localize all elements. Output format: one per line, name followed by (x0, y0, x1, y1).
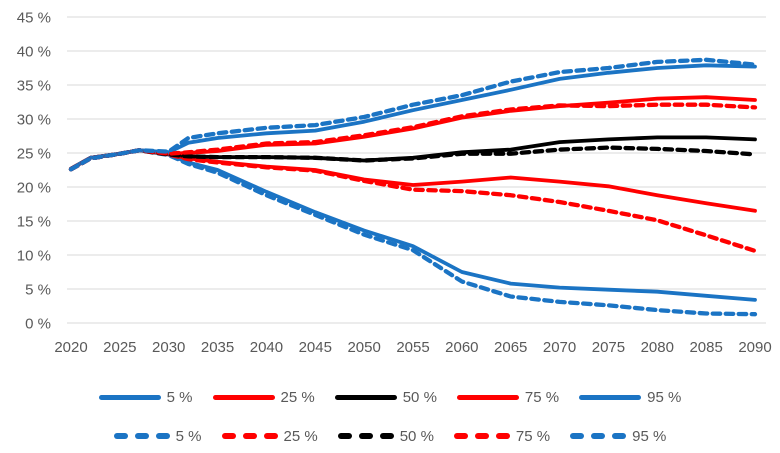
series-line-solid-5pct (69, 148, 757, 302)
y-axis-tick-label: 35 % (17, 78, 51, 95)
legend-dash-segment (242, 433, 257, 439)
legend-solid-line-sample (98, 394, 161, 400)
series-line-dashed-25pct (68, 148, 758, 254)
legend-dashed-line-sample (453, 433, 510, 439)
legend-label: 5 % (175, 427, 202, 445)
legend-label: 25 % (283, 427, 318, 445)
legend-item-solid-25pct: 25 % (212, 388, 315, 406)
legend-item-solid-50pct: 50 % (334, 388, 437, 406)
legend-item-dashed-75pct: 75 % (453, 427, 551, 445)
legend-dash-segment (134, 433, 149, 439)
legend-row-solid: 5 % 25 % 50 % 75 % 95 % (0, 382, 780, 412)
x-axis-tick-label: 2035 (201, 339, 234, 356)
legend-dashed-line-sample (221, 433, 278, 439)
y-axis-tick-label: 0 % (25, 316, 51, 333)
legend-item-dashed-5pct: 5 % (113, 427, 202, 445)
legend-item-dashed-95pct: 95 % (570, 428, 666, 445)
legend-dash-segment (612, 433, 627, 439)
legend-solid-line-sample (212, 394, 275, 400)
x-axis-tick-label: 2060 (445, 339, 478, 356)
y-axis-tick-label: 40 % (17, 44, 51, 61)
legend-dash-segment (495, 433, 510, 439)
fan-chart-plot: 0 % 5 % 10 % 15 % 20 % 25 % 30 % 35 % 40 % 45 % 20… (17, 10, 772, 357)
legend-row-dashed: 5 % 25 % 50 % 75 % 95 % (0, 421, 780, 451)
legend-dash-segment (155, 433, 170, 439)
legend-label: 50 % (402, 388, 437, 406)
x-axis-tick-label: 2090 (738, 339, 771, 356)
legend-dash-segment (263, 433, 278, 439)
legend-dash-segment (337, 433, 352, 439)
x-axis-tick-label: 2085 (689, 339, 722, 356)
legend-item-dashed-50pct: 50 % (337, 427, 434, 445)
y-axis-tick-label: 30 % (17, 112, 51, 129)
y-axis-tick-label: 15 % (17, 214, 51, 231)
legend-dash-segment (570, 433, 585, 439)
y-axis-tick-label: 45 % (17, 10, 51, 27)
legend-label: 95 % (632, 427, 667, 445)
x-axis-tick-label: 2055 (396, 339, 429, 356)
x-axis-tick-label: 2070 (543, 339, 576, 356)
legend-label: 75 % (515, 427, 551, 445)
legend-item-solid-95pct: 95 % (579, 389, 681, 406)
legend-solid-line-sample (456, 394, 519, 400)
series-line-dashed-95pct (68, 57, 758, 172)
legend-dashed-line-sample (570, 433, 627, 439)
legend-label: 50 % (399, 427, 434, 445)
x-axis-tick-label: 2030 (152, 339, 185, 356)
legend-dash-segment (453, 433, 468, 439)
legend-dashed-line-sample (113, 433, 170, 439)
legend-label: 5 % (166, 388, 193, 406)
chart-legend: 5 % 25 % 50 % 75 % 95 % 5 % 25 % 50 % 75 % 95 % (0, 382, 780, 451)
legend-label: 25 % (280, 388, 315, 406)
legend-dash-segment (474, 433, 489, 439)
x-axis-tick-label: 2025 (103, 339, 136, 356)
x-axis-tick-label: 2045 (299, 339, 332, 356)
y-axis-tick-label: 25 % (17, 146, 51, 163)
legend-dash-segment (358, 433, 373, 439)
x-axis-tick-label: 2080 (641, 339, 674, 356)
legend-dashed-line-sample (337, 433, 394, 439)
legend-label: 95 % (647, 388, 682, 406)
x-axis-tick-label: 2040 (250, 339, 283, 356)
y-axis-tick-label: 10 % (17, 248, 51, 265)
legend-dash-segment (379, 433, 394, 439)
legend-item-solid-75pct: 75 % (456, 388, 560, 406)
x-axis-tick-label: 2065 (494, 339, 527, 356)
x-axis-tick-label: 2075 (592, 339, 625, 356)
y-axis-tick-label: 20 % (17, 180, 51, 197)
legend-label: 75 % (524, 388, 560, 406)
x-axis-tick-label: 2050 (347, 339, 380, 356)
x-axis-tick-label: 2020 (54, 339, 87, 356)
legend-solid-line-sample (579, 394, 642, 400)
legend-item-solid-5pct: 5 % (98, 388, 193, 406)
legend-dash-segment (113, 433, 128, 439)
legend-solid-line-sample (334, 394, 397, 400)
legend-item-dashed-25pct: 25 % (221, 427, 318, 445)
legend-dash-segment (591, 433, 606, 439)
y-axis-tick-label: 5 % (25, 282, 51, 299)
legend-dash-segment (221, 433, 236, 439)
